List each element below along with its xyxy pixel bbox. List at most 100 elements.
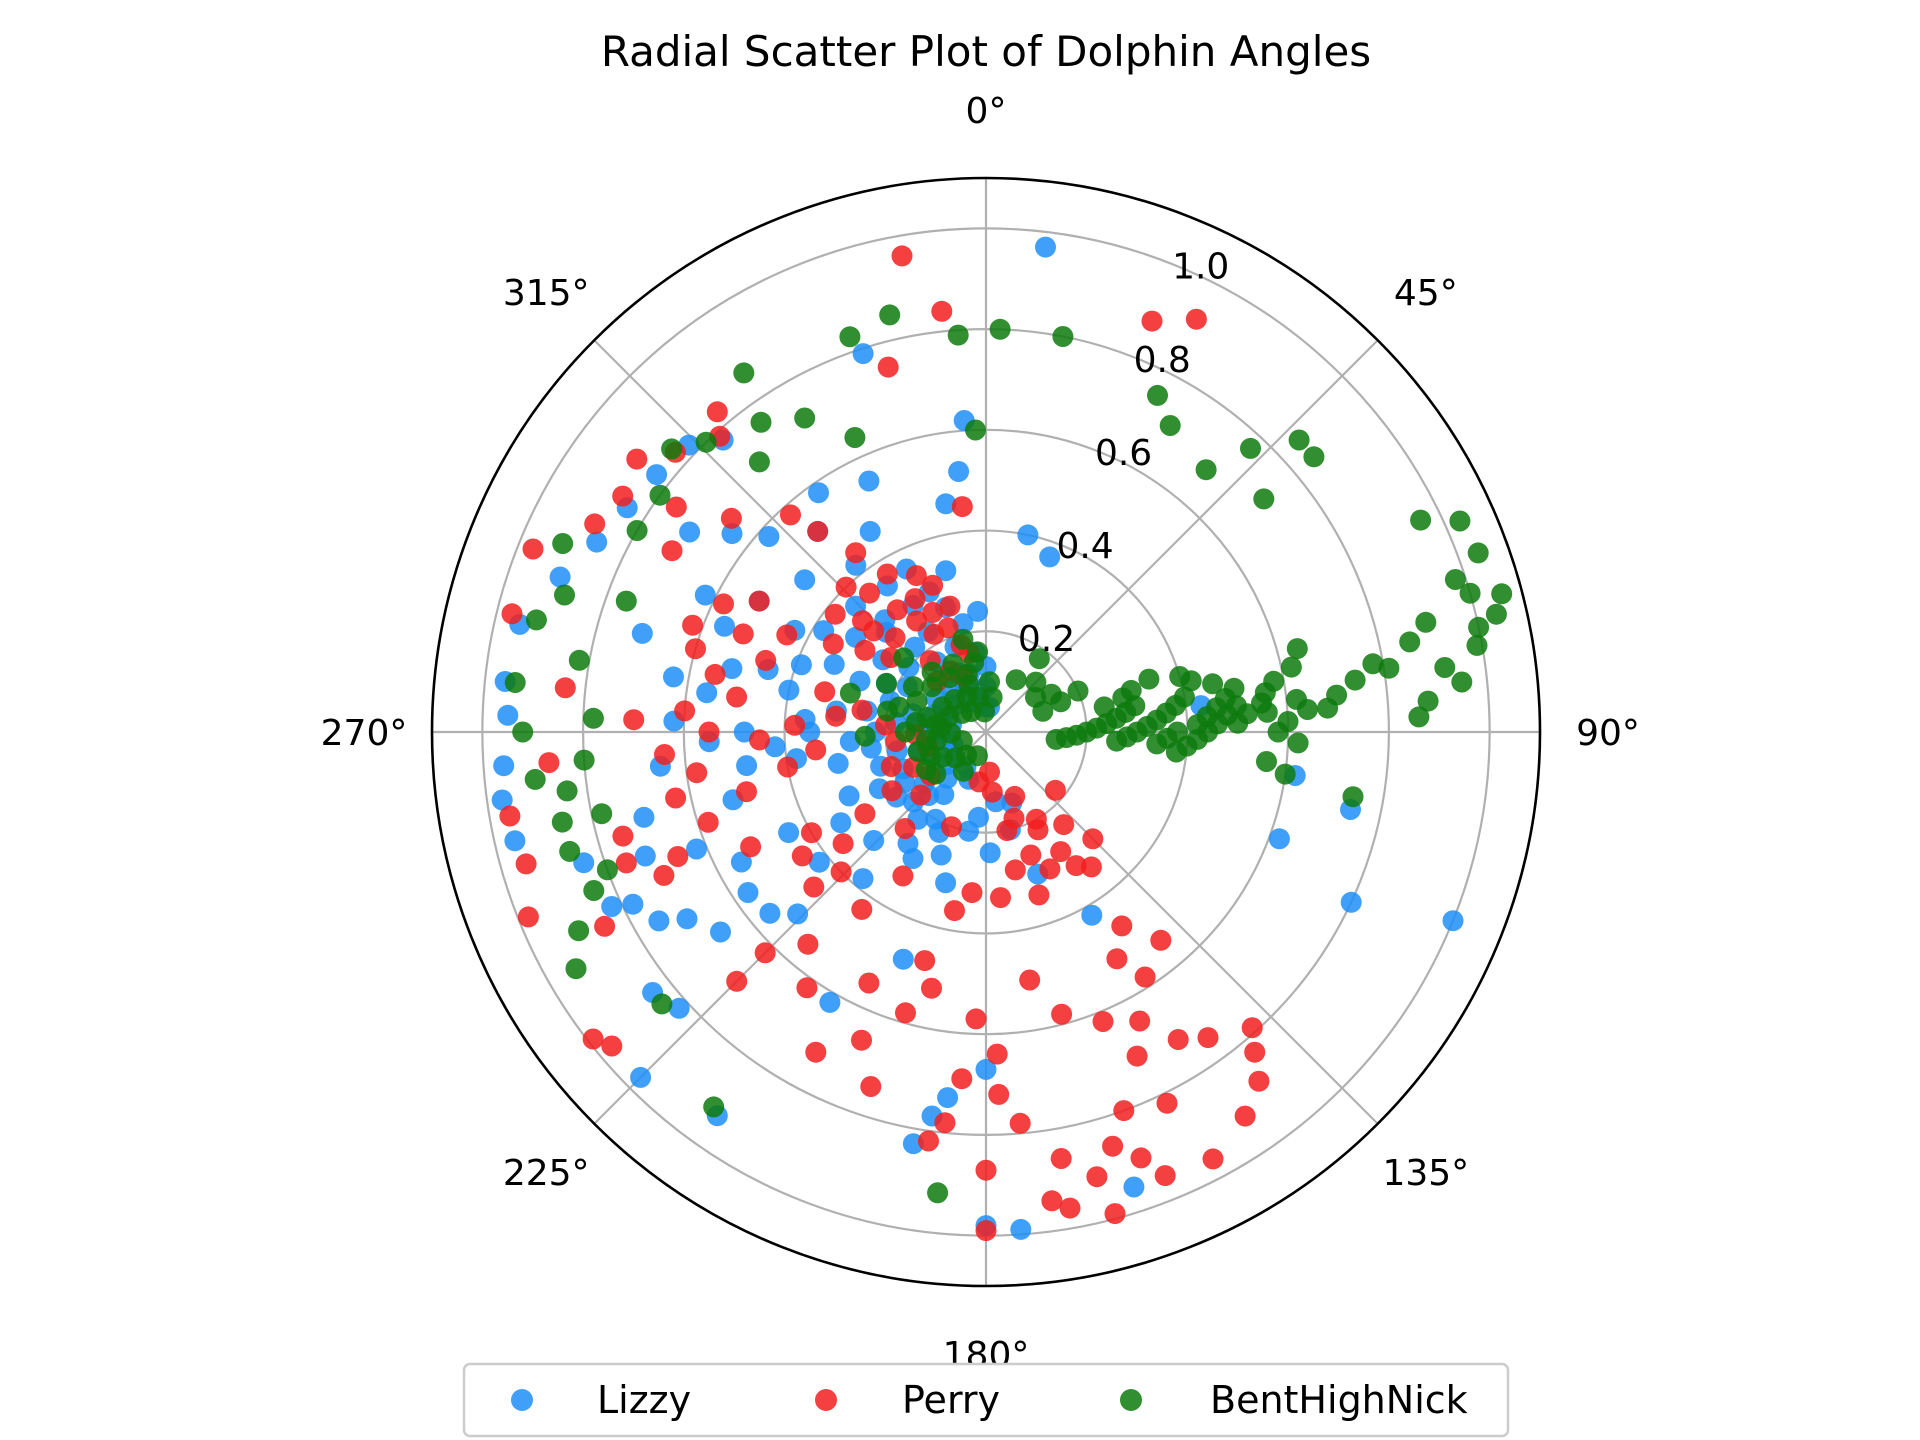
point-perry-167: [988, 1083, 1010, 1105]
point-lizzy-38: [586, 531, 608, 553]
point-perry-21: [582, 1028, 604, 1050]
point-benthighnick-25: [1451, 671, 1473, 693]
point-lizzy-172: [730, 851, 752, 873]
point-benthighnick-21: [1466, 634, 1488, 656]
point-perry-85: [797, 933, 819, 955]
point-perry-86: [754, 942, 776, 964]
point-perry-5: [951, 496, 973, 518]
point-lizzy-92: [935, 560, 957, 582]
point-benthighnick-93: [1166, 721, 1188, 743]
point-perry-15: [623, 709, 645, 731]
point-perry-33: [1129, 1010, 1151, 1032]
point-benthighnick-7: [1159, 415, 1181, 436]
point-lizzy-0: [1035, 236, 1056, 258]
point-benthighnick-113: [565, 958, 587, 980]
point-lizzy-162: [721, 658, 743, 680]
point-perry-24: [796, 977, 818, 999]
point-benthighnick-27: [1408, 706, 1430, 728]
point-perry-127: [686, 762, 708, 784]
point-benthighnick-165: [981, 686, 1003, 708]
legend-label-lizzy: Lizzy: [597, 1378, 691, 1422]
point-perry-72: [1080, 856, 1102, 878]
point-perry-43: [1009, 1112, 1031, 1134]
point-benthighnick-0: [947, 324, 969, 346]
point-benthighnick-19: [1485, 603, 1507, 625]
point-benthighnick-168: [877, 700, 898, 722]
point-lizzy-32: [491, 789, 513, 811]
point-benthighnick-67: [1287, 732, 1309, 754]
point-benthighnick-69: [1277, 711, 1299, 732]
point-benthighnick-102: [552, 533, 574, 554]
point-perry-87: [803, 876, 825, 898]
point-perry-111: [845, 542, 867, 564]
point-lizzy-76: [778, 679, 800, 701]
point-lizzy-78: [790, 654, 812, 676]
point-lizzy-24: [819, 991, 841, 1013]
point-benthighnick-10: [1288, 429, 1310, 451]
point-lizzy-70: [827, 752, 849, 774]
point-lizzy-51: [686, 838, 707, 860]
point-lizzy-3: [1017, 524, 1039, 546]
point-perry-27: [944, 900, 965, 922]
point-lizzy-34: [497, 704, 519, 726]
theta-tick-label-90: 90°: [1576, 713, 1640, 754]
point-lizzy-46: [663, 666, 684, 688]
point-perry-44: [986, 1043, 1008, 1065]
point-benthighnick-167: [875, 672, 897, 694]
point-perry-130: [615, 852, 637, 874]
point-perry-156: [830, 861, 852, 883]
point-benthighnick-63: [1045, 728, 1067, 750]
point-perry-51: [1154, 1165, 1176, 1187]
point-benthighnick-169: [854, 725, 876, 747]
point-perry-56: [1241, 1017, 1263, 1039]
point-benthighnick-170: [839, 682, 861, 704]
point-perry-114: [922, 601, 944, 623]
point-perry-161: [720, 507, 742, 529]
point-perry-166: [860, 1076, 882, 1097]
point-benthighnick-112: [568, 920, 590, 942]
point-benthighnick-97: [750, 411, 772, 433]
point-benthighnick-82: [1028, 648, 1050, 670]
point-benthighnick-111: [583, 880, 605, 901]
point-perry-61: [1104, 1203, 1126, 1225]
point-benthighnick-105: [504, 672, 526, 693]
point-perry-2: [1141, 310, 1163, 332]
point-perry-89: [854, 803, 876, 825]
point-lizzy-118: [933, 784, 955, 806]
point-benthighnick-92: [1146, 733, 1168, 755]
r-tick-label-5: 1.0: [1172, 247, 1229, 288]
point-benthighnick-163: [967, 641, 989, 663]
point-perry-140: [922, 574, 944, 596]
point-perry-22: [601, 1035, 623, 1057]
point-lizzy-33: [493, 755, 515, 777]
r-tick-label-2: 0.4: [1056, 526, 1113, 567]
point-perry-102: [755, 649, 777, 671]
point-benthighnick-29: [1362, 653, 1384, 675]
point-perry-157: [791, 845, 813, 867]
point-benthighnick-32: [1317, 697, 1339, 719]
point-benthighnick-65: [1274, 763, 1296, 785]
point-lizzy-96: [858, 470, 880, 492]
point-perry-1: [931, 300, 953, 322]
point-lizzy-56: [852, 868, 874, 890]
data-points: [491, 236, 1513, 1242]
theta-tick-label-135: 135°: [1382, 1153, 1469, 1194]
point-perry-123: [726, 686, 748, 708]
polar-grid: [430, 176, 1542, 1288]
point-lizzy-52: [778, 822, 800, 844]
point-perry-141: [939, 595, 961, 617]
point-benthighnick-79: [1040, 683, 1062, 705]
point-perry-136: [886, 599, 908, 621]
point-perry-48: [918, 1130, 939, 1152]
point-perry-28: [961, 882, 983, 904]
point-lizzy-165: [633, 806, 655, 828]
point-perry-45: [965, 1008, 987, 1030]
point-benthighnick-9: [1240, 437, 1261, 459]
point-perry-25: [858, 972, 880, 994]
point-perry-100: [851, 699, 873, 721]
point-benthighnick-54: [1106, 730, 1128, 752]
point-lizzy-45: [631, 622, 653, 644]
point-lizzy-101: [721, 523, 743, 545]
point-perry-76: [1004, 859, 1026, 881]
point-lizzy-61: [935, 872, 957, 894]
